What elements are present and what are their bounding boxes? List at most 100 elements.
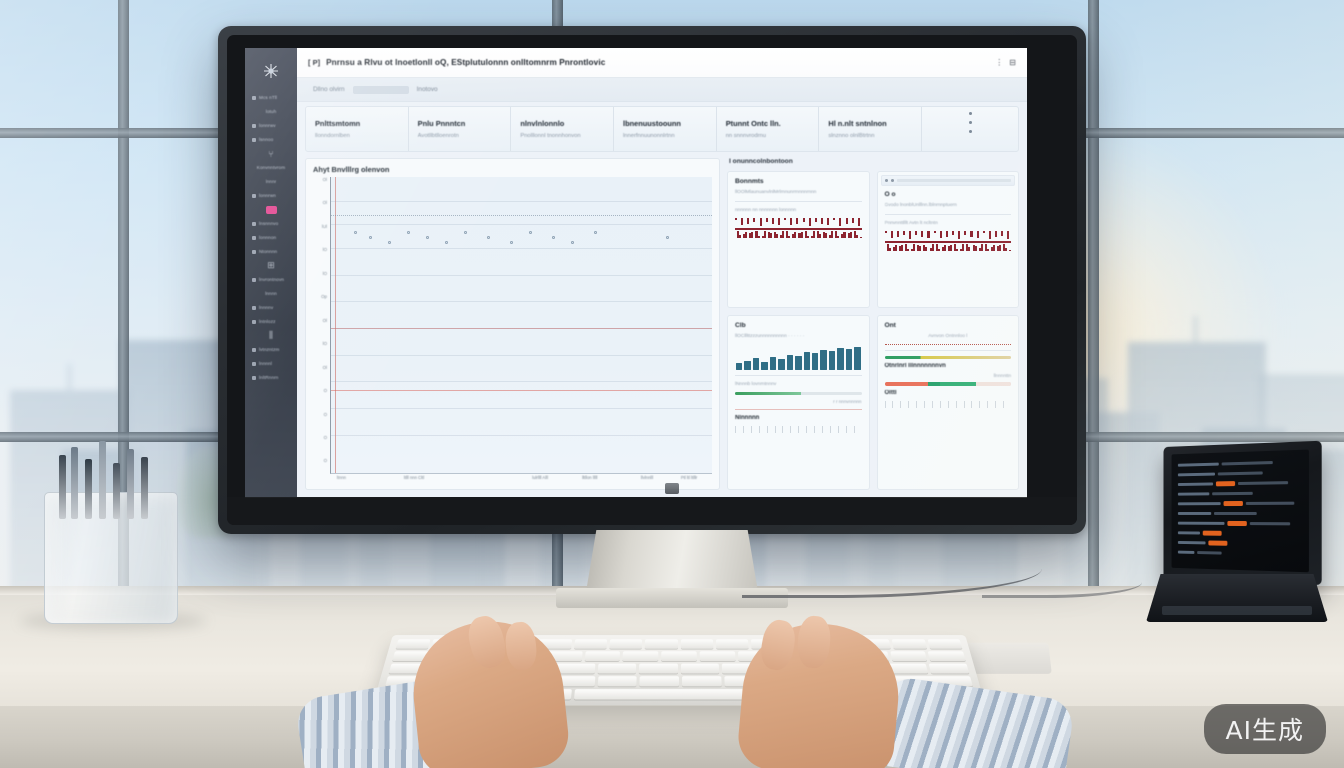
sparkline-tick <box>956 248 959 252</box>
sidebar-item-11[interactable]: Ntonnnn <box>250 245 292 258</box>
y-axis-tick: lO <box>322 341 327 347</box>
dashboard-preview-thumbnail[interactable] <box>922 107 1018 151</box>
sidebar-item-9[interactable]: lnsnnnvo <box>250 217 292 230</box>
sparkline-tick <box>902 231 905 236</box>
sparkline-tick <box>913 244 916 252</box>
sidebar-item-12[interactable]: ⊞ <box>250 259 292 272</box>
keyboard-key[interactable] <box>638 663 678 674</box>
keyboard-key[interactable] <box>644 639 678 649</box>
sidebar-item-glyph-icon: ⫼ <box>268 330 274 340</box>
sparkline-baseline <box>735 228 862 230</box>
row-value <box>1197 551 1222 555</box>
right-panel: l onunncolnbontoon Bonnmts llOOlMlaunuan… <box>727 158 1019 490</box>
sidebar-item-2[interactable]: lonnrwv <box>250 119 292 132</box>
keyboard-key[interactable] <box>555 663 595 674</box>
keyboard-key[interactable] <box>680 663 720 674</box>
sparkline-tick <box>759 218 762 226</box>
mini-card-toolbar[interactable] <box>880 175 1015 186</box>
keyboard-key[interactable] <box>597 663 637 674</box>
row-value <box>1221 461 1273 466</box>
y-axis-tick: Ol <box>322 364 327 370</box>
kpi-cell-5[interactable]: Hl n.nlt sntnlnon slnznno olnlBtrtnn <box>819 107 923 151</box>
sidebar-item-bullet-icon <box>252 95 256 100</box>
sparkline-tick <box>839 218 842 226</box>
mini-card-targets[interactable]: Ont Avnvon Ontnnloo l Otnrlnrl lllnnnnnn… <box>876 314 1019 490</box>
laptop <box>1146 440 1328 622</box>
app-sidebar[interactable]: Mcs nTll lotuh lonnrwv lsnnoo ⑂ Konvnntvrom ln… <box>245 48 297 498</box>
mini-bar <box>736 363 743 371</box>
sidebar-item-1[interactable]: lotuh <box>250 105 292 118</box>
sidebar-item-14[interactable]: lnnnn <box>250 287 292 300</box>
keyboard-key[interactable] <box>682 676 722 687</box>
kpi-cell-2[interactable]: nlnvlnlonnlo Pnolllonnl tnonnhonvon <box>511 107 615 151</box>
keyboard-key[interactable] <box>573 639 608 649</box>
mini-card-text: Avnvon Ontnnloo l <box>928 333 968 339</box>
sidebar-item-8[interactable] <box>250 203 292 216</box>
keyboard-key[interactable] <box>715 639 749 649</box>
sidebar-item-20[interactable]: lnltRnnrn <box>250 371 292 384</box>
sidebar-item-6[interactable]: lnnnr <box>250 175 292 188</box>
kpi-cell-4[interactable]: Ptunnt Ontc lln. nn snnnvrodrnu <box>717 107 820 151</box>
mini-card-divider-red <box>735 409 862 411</box>
mini-card-distribution[interactable]: Clb llOClllttzzzunnnnnnnnnn · · · · · · … <box>727 314 870 490</box>
sidebar-item-13[interactable]: lnvrontnovn <box>250 273 292 286</box>
keyboard-key[interactable] <box>639 676 680 687</box>
tick-mark <box>837 426 846 434</box>
sparkline-chart <box>735 218 862 239</box>
sidebar-item-label: lnnnnv <box>259 305 274 310</box>
keyboard-key[interactable] <box>597 676 638 687</box>
sidebar-item-17[interactable]: ⫼ <box>250 329 292 342</box>
row-highlight-badge <box>1223 500 1243 507</box>
keyboard-key[interactable] <box>892 639 927 649</box>
chart-bars <box>333 181 710 473</box>
sidebar-item-bullet-icon <box>252 123 256 128</box>
keyboard-key[interactable] <box>889 651 928 661</box>
laptop-base <box>1146 574 1328 622</box>
sparkline-tick <box>769 233 772 239</box>
mini-card-overview[interactable]: O o Gvodo lnonblUnlllnn.lblnrnnptuern Pn… <box>876 171 1019 308</box>
mini-card-sub-label: lNnnnb lovnrntnnnv <box>735 382 777 388</box>
kpi-cell-1[interactable]: Pnlu Pnnntcn Avotllbtlloenrotn <box>409 107 512 151</box>
sparkline-tick <box>790 218 793 226</box>
sparkline-tick <box>763 231 766 239</box>
keyboard-key[interactable] <box>927 639 963 649</box>
keyboard-key[interactable] <box>661 651 697 661</box>
keyboard-key[interactable] <box>395 639 431 649</box>
keyboard-key[interactable] <box>928 663 970 674</box>
keyboard-key[interactable] <box>680 639 714 649</box>
subbar-filter-pill[interactable] <box>352 85 409 94</box>
keyboard-key[interactable] <box>609 639 643 649</box>
toolbar-field[interactable] <box>896 179 1011 182</box>
sidebar-item-18[interactable]: lvtnzntzm <box>250 343 292 356</box>
chart-gridline <box>331 381 712 383</box>
kpi-cell-0[interactable]: Pnlttsmtomn llonndornlben <box>306 107 409 151</box>
sidebar-item-5[interactable]: Konvnntvrom <box>250 161 292 174</box>
sparkline-tick <box>777 218 781 226</box>
sidebar-item-7[interactable]: lonnrwn <box>250 189 292 202</box>
keyboard-key[interactable] <box>927 651 966 661</box>
chart-scatter-point <box>407 231 411 235</box>
sidebar-item-19[interactable]: lnnnnl <box>250 357 292 370</box>
row-label <box>1177 521 1225 525</box>
layout-toggle-icon[interactable]: ⊟ <box>1009 58 1016 67</box>
sidebar-item-4[interactable]: ⑂ <box>250 147 292 160</box>
keyboard-key[interactable] <box>622 651 659 661</box>
mini-bar <box>761 362 768 371</box>
sidebar-item-label: lsnnoo <box>259 137 274 142</box>
sidebar-item-label: lotuh <box>265 109 277 114</box>
right-panel-card-grid: Bonnmts llOOlMlaunuanvlnlMrlrnnunrrnnnnr… <box>727 171 1019 490</box>
sidebar-item-glyph-icon: ⑂ <box>268 148 274 159</box>
keyboard-key[interactable] <box>584 651 621 661</box>
sidebar-item-3[interactable]: lsnnoo <box>250 133 292 146</box>
sidebar-item-16[interactable]: lntnlozz <box>250 315 292 328</box>
kpi-cell-3[interactable]: lbnenuustoounn lnnerfnnuunonnlrtnn <box>614 107 717 151</box>
sidebar-item-15[interactable]: lnnnnv <box>250 301 292 314</box>
sidebar-item-0[interactable]: Mcs nTll <box>250 91 292 104</box>
more-options-icon[interactable]: ⋮ <box>995 58 1004 67</box>
sidebar-item-10[interactable]: lonnnon <box>250 231 292 244</box>
tick-mark <box>821 426 830 434</box>
sparkline-tick <box>892 246 895 252</box>
keyboard-key[interactable] <box>699 651 736 661</box>
chart-plot-area[interactable] <box>330 177 712 474</box>
mini-card-benchmarks[interactable]: Bonnmts llOOlMlaunuanvlnlMrlrnnunrrnnnnr… <box>727 171 870 308</box>
